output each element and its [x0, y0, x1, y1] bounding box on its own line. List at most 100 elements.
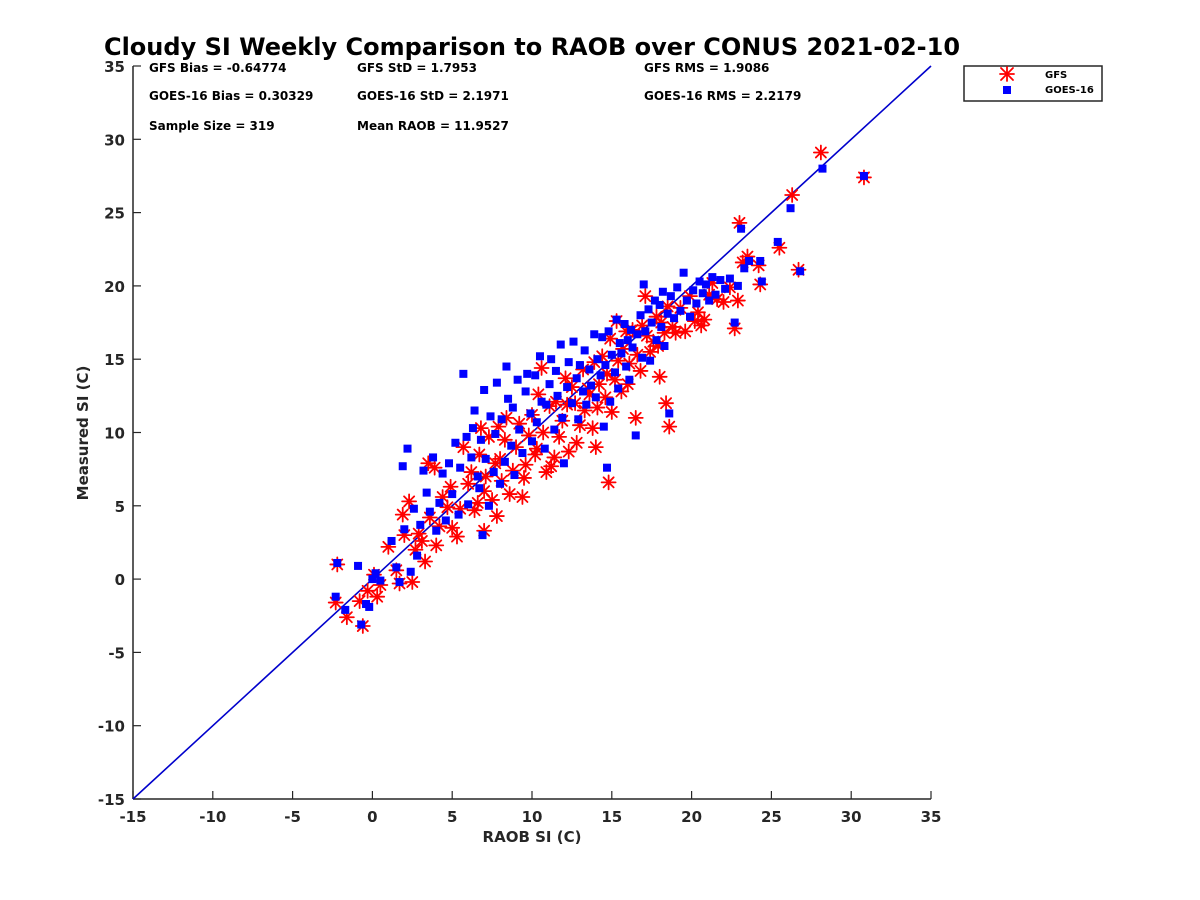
gfs-point: [514, 489, 531, 505]
gfs-point: [690, 304, 706, 321]
goes-16-point: [614, 384, 623, 393]
gfs-point: [428, 537, 445, 554]
gfs-point: [469, 494, 486, 511]
gfs-point: [619, 376, 636, 393]
gfs-point: [693, 317, 710, 334]
y-axis-label: Measured SI (C): [74, 366, 92, 501]
goes-16-point: [550, 425, 559, 434]
goes-16-point: [610, 368, 619, 377]
gfs-point: [664, 319, 681, 335]
y-tick-label: -10: [98, 718, 125, 736]
gfs-point: [651, 368, 668, 385]
gfs-point: [581, 386, 598, 403]
gfs-point: [568, 434, 585, 451]
goes-16-point: [730, 318, 739, 327]
gfs-point: [471, 446, 488, 463]
x-tick-label: 5: [447, 808, 457, 826]
gfs-point: [571, 417, 588, 434]
gfs-point: [696, 311, 713, 328]
goes-16-point: [601, 361, 610, 370]
goes-16-point: [773, 237, 782, 246]
gfs-point: [642, 343, 659, 360]
goes-16-point: [638, 353, 647, 362]
goes-16-point: [647, 318, 656, 327]
goes-16-point: [518, 449, 527, 458]
goes-16-point: [686, 312, 695, 321]
goes-16-point: [757, 277, 766, 286]
goes-16-point: [481, 454, 490, 463]
goes-16-point: [607, 350, 616, 359]
gfs-point: [372, 577, 389, 593]
goes-16-point: [333, 558, 342, 567]
gfs-point: [587, 439, 604, 456]
legend-goes-marker: [1003, 86, 1011, 94]
gfs-point: [359, 582, 376, 599]
goes-16-point: [639, 280, 648, 289]
goes-16-point: [422, 488, 431, 497]
gfs-point: [731, 214, 748, 231]
goes-16-point: [606, 397, 615, 406]
goes-16-point: [406, 567, 415, 576]
x-tick-label: 15: [601, 808, 622, 826]
gfs-point: [452, 500, 469, 517]
goes-16-point: [623, 336, 632, 345]
goes-16-point: [521, 387, 530, 396]
gfs-point: [599, 365, 615, 382]
goes-16-point: [646, 356, 655, 365]
gfs-point: [603, 404, 620, 420]
goes-16-point: [567, 399, 576, 408]
goes-16-point: [508, 403, 517, 412]
goes-16-point: [553, 391, 562, 400]
gfs-point: [739, 248, 756, 265]
x-tick-label: -10: [199, 808, 226, 826]
gfs-point: [528, 440, 545, 457]
goes-16-point: [403, 444, 412, 453]
goes-16-point: [354, 561, 363, 570]
legend-gfs-marker: [999, 66, 1015, 82]
goes-16-point: [665, 409, 674, 418]
goes-16-point: [409, 504, 418, 513]
goes-16-point: [475, 484, 484, 493]
goes-16-point: [432, 526, 441, 535]
stats-panel: GFS Bias = -0.64774 GFS StD = 1.7953 GFS…: [149, 61, 801, 133]
gfs-point: [533, 360, 550, 376]
gfs-point: [380, 538, 397, 555]
y-tick-label: -15: [98, 791, 125, 809]
gfs-point: [594, 348, 611, 365]
goes-16-point: [796, 267, 805, 276]
gfs-point: [557, 370, 574, 387]
goes-16-point: [492, 378, 501, 387]
goes-16-point: [695, 277, 704, 286]
goes-16-point: [689, 286, 698, 295]
x-axis-label: RAOB SI (C): [483, 828, 582, 846]
gfs-point: [449, 528, 465, 545]
gfs-point: [615, 341, 631, 357]
gfs-point: [750, 257, 767, 274]
goes-16-point: [590, 330, 599, 339]
x-tick-label: -5: [284, 808, 301, 826]
gfs-point: [564, 379, 580, 395]
goes-16-point: [574, 415, 583, 424]
goes-16-point: [429, 453, 438, 462]
goes-16-point: [448, 490, 457, 499]
goes-16-point: [387, 536, 396, 545]
goes-16-point: [341, 605, 350, 614]
goes-16-point: [579, 387, 588, 396]
gfs-point: [560, 443, 577, 460]
legend-box: [963, 65, 1103, 102]
gfs-point: [496, 431, 513, 448]
goes-16-point: [467, 453, 476, 462]
series-gfs: [327, 144, 872, 634]
goes-16-point: [604, 327, 613, 336]
goes-16-point: [563, 383, 572, 392]
gfs-point: [722, 279, 738, 296]
goes-16-point: [612, 315, 621, 324]
goes-16-point: [633, 330, 642, 339]
goes-16-point: [445, 459, 454, 468]
gfs-point: [658, 395, 674, 412]
gfs-point: [559, 396, 576, 413]
goes-16-point: [413, 551, 422, 560]
goes-16-point: [598, 333, 607, 342]
goes-16-point: [679, 268, 688, 277]
